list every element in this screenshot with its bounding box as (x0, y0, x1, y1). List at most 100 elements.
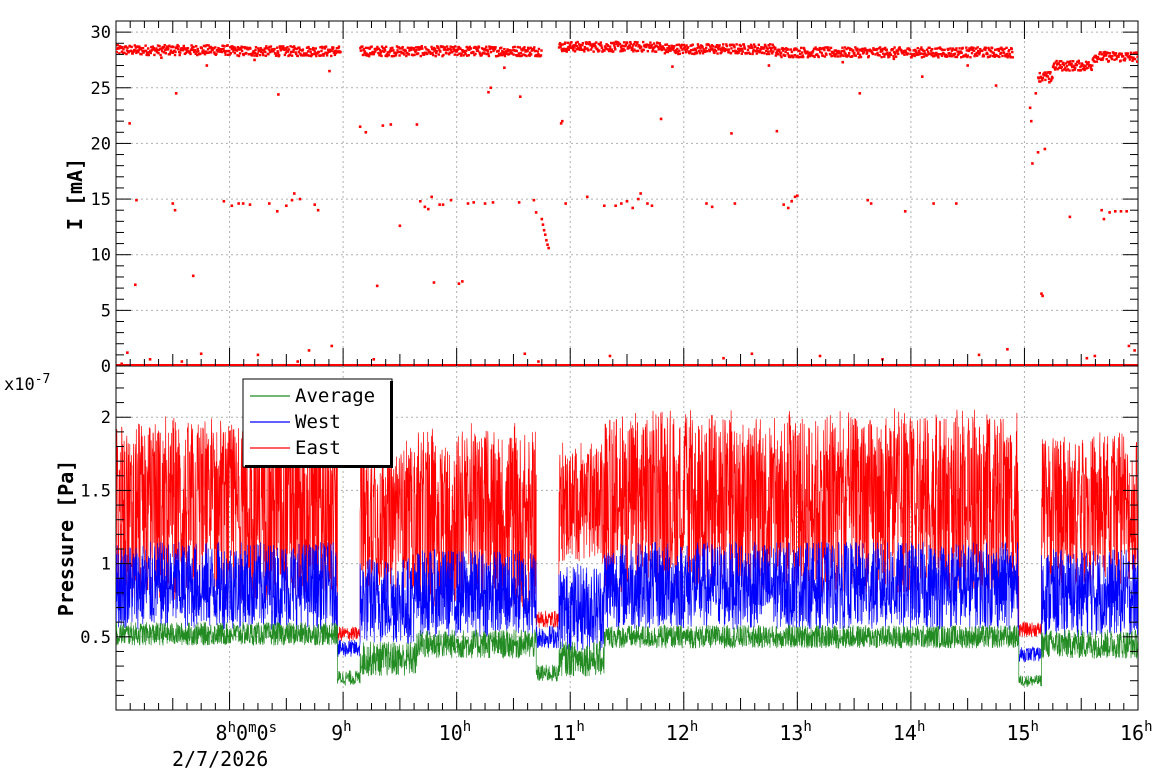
current-point (797, 56, 801, 59)
current-point (413, 53, 416, 57)
current-y-tick-label: 5 (101, 301, 111, 321)
current-point (1072, 64, 1075, 68)
current-outlier-point (858, 92, 862, 95)
current-point (1115, 57, 1118, 61)
current-point (640, 50, 644, 53)
current-outlier-point (659, 117, 663, 121)
current-point (948, 54, 952, 58)
current-outlier-point (602, 204, 606, 208)
current-point (559, 43, 563, 47)
current-point (537, 52, 540, 56)
current-point (334, 51, 338, 55)
current-point (973, 54, 976, 58)
current-point (1092, 57, 1095, 60)
current-point (476, 49, 480, 53)
current-point (943, 48, 946, 52)
current-point (279, 49, 282, 52)
current-point (237, 54, 241, 58)
current-point (664, 43, 667, 46)
current-point (158, 44, 161, 48)
current-point (735, 50, 739, 53)
current-point (467, 53, 470, 57)
current-point (953, 48, 956, 51)
current-point (379, 50, 383, 54)
current-outlier-point (135, 198, 138, 202)
current-outlier-point (268, 202, 271, 205)
current-point (919, 52, 923, 55)
x-tick-label: 14h (893, 719, 926, 745)
current-point (879, 50, 882, 53)
current-point (220, 48, 223, 51)
current-point (491, 47, 495, 51)
current-point (263, 47, 266, 50)
current-point (368, 47, 371, 50)
current-point (961, 46, 964, 50)
current-point (691, 52, 694, 55)
current-point (731, 49, 735, 53)
current-point (209, 51, 213, 54)
current-point (290, 50, 293, 54)
current-point (467, 46, 470, 49)
current-point (568, 44, 572, 47)
current-point (866, 51, 869, 54)
current-point (706, 49, 709, 53)
current-point (396, 49, 399, 52)
current-point (486, 50, 490, 53)
current-point (582, 48, 586, 52)
current-point (1105, 58, 1108, 61)
current-point (267, 53, 270, 56)
current-point (498, 53, 501, 57)
current-point (660, 48, 663, 52)
current-point (825, 53, 828, 56)
current-point (128, 45, 132, 48)
current-outlier-point (545, 238, 548, 242)
current-point (793, 54, 797, 57)
current-point (309, 54, 313, 58)
current-point (126, 46, 129, 50)
current-point (1094, 54, 1098, 58)
current-point (485, 45, 488, 48)
current-point (528, 51, 532, 55)
current-point (134, 49, 137, 52)
current-point (227, 53, 230, 57)
current-point (697, 49, 701, 53)
current-point (934, 54, 938, 57)
current-point (1047, 77, 1051, 81)
current-point (1043, 74, 1046, 77)
current-point (454, 45, 457, 48)
current-point (141, 46, 145, 50)
current-point (540, 49, 543, 52)
current-point (510, 52, 514, 55)
current-point (698, 46, 701, 49)
current-outlier-point (534, 211, 538, 214)
current-point (896, 50, 899, 53)
current-point (1080, 64, 1083, 68)
current-point (412, 48, 415, 51)
current-point (216, 50, 220, 53)
current-point (630, 48, 634, 52)
current-point (491, 46, 494, 49)
legend: Average West East (242, 378, 393, 468)
current-point (653, 45, 656, 49)
current-point (390, 49, 393, 53)
current-data-points (116, 40, 1138, 366)
current-point (672, 46, 675, 50)
current-point (839, 55, 842, 58)
current-point (960, 51, 963, 55)
current-point (824, 46, 827, 49)
current-point (154, 48, 158, 52)
current-point (750, 44, 753, 48)
current-outlier-point (955, 202, 958, 205)
current-point (572, 49, 575, 52)
current-point (774, 54, 778, 57)
current-point (889, 53, 893, 57)
current-point (613, 44, 616, 47)
current-point (815, 53, 819, 56)
current-point (743, 45, 746, 48)
current-point (606, 44, 610, 48)
current-point (155, 51, 159, 54)
current-point (466, 48, 469, 51)
current-point (588, 42, 592, 45)
current-point (583, 46, 587, 49)
current-outlier-point (307, 349, 311, 352)
